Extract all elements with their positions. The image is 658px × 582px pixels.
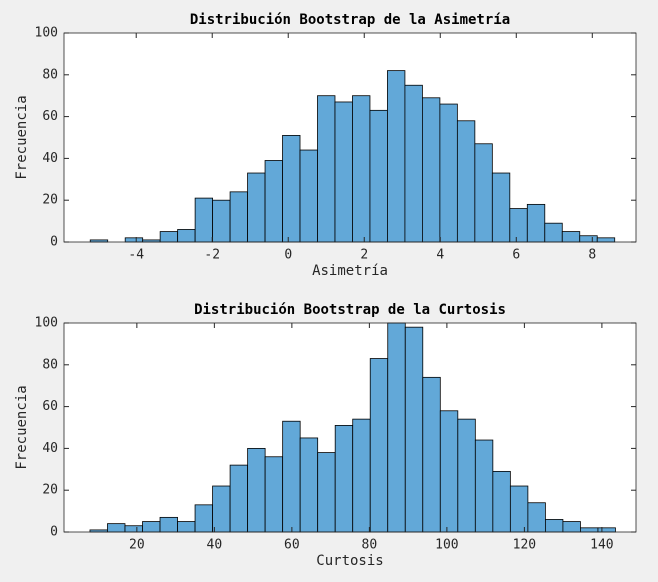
y-axis-label: Frecuencia [14,385,30,469]
bar [387,70,406,243]
x-tick-label: 6 [512,248,520,263]
x-tick-label: -2 [204,248,220,263]
bar [264,160,283,243]
bar [194,504,213,533]
y-tick-label: 100 [35,26,58,41]
x-tick-label: 100 [435,538,458,553]
bar [247,172,266,243]
x-tick-label: 140 [590,538,613,553]
bar [492,470,511,533]
bar [439,103,458,243]
bar [404,84,423,243]
bar [491,172,511,243]
y-tick-label: 100 [35,316,58,331]
y-tick-label: 20 [42,483,58,498]
x-tick-label: 0 [284,248,292,263]
axes-frame [63,322,637,533]
bar [509,208,528,243]
bar [387,322,406,533]
x-axis-label: Asimetría [312,263,388,279]
bar [194,197,214,243]
x-tick-label: 4 [436,248,444,263]
x-tick-label: 8 [588,248,596,263]
bar [159,231,179,243]
bar [317,95,336,243]
y-tick-label: 40 [42,151,58,166]
bar [544,222,563,243]
bar [526,203,546,243]
bar [456,120,476,243]
y-tick-label: 60 [42,109,58,124]
bar [107,523,126,533]
y-tick-label: 40 [42,441,58,456]
bar [404,326,424,533]
bar [474,439,494,533]
bar [334,425,354,533]
bar [352,95,371,243]
bar [579,235,598,243]
bar [562,521,581,533]
bar [229,191,248,243]
bar [142,521,161,533]
bar [422,376,441,533]
bar [527,502,546,533]
x-axis-label: Curtosis [316,553,383,569]
bar [509,485,529,533]
bar [124,525,143,533]
bar [212,199,231,243]
bar [299,149,318,243]
bar [334,101,353,243]
bar [229,464,249,533]
y-tick-label: 80 [42,357,58,372]
bar [369,358,389,533]
y-tick-label: 80 [42,67,58,82]
bar [544,519,564,533]
bar [369,109,388,243]
y-axis-label: Frecuencia [14,95,30,179]
bar [282,420,301,533]
bar [212,485,231,533]
bar [439,410,459,533]
y-tick-label: 0 [50,525,58,540]
bar [177,229,196,243]
bar [282,135,301,243]
y-tick-label: 20 [42,193,58,208]
y-tick-label: 0 [50,235,58,250]
bar [422,97,441,243]
bar [457,418,476,533]
x-tick-label: 20 [129,538,145,553]
bar [317,452,336,533]
y-tick-label: 60 [42,399,58,414]
bar [159,516,178,533]
bar [177,521,196,533]
bar [352,418,371,533]
x-tick-label: 80 [362,538,378,553]
bar [597,527,616,533]
chart-title: Distribución Bootstrap de la Asimetría [190,12,510,28]
bar [561,231,581,243]
bar [580,527,599,533]
x-tick-label: 40 [207,538,223,553]
bar [299,437,319,533]
chart-title: Distribución Bootstrap de la Curtosis [194,302,506,318]
axes-frame [63,32,637,243]
x-tick-label: 2 [360,248,368,263]
bar [264,456,284,533]
bar [474,143,493,243]
bar [124,237,144,243]
x-tick-label: -4 [128,248,144,263]
x-tick-label: 120 [513,538,536,553]
bar [247,447,266,533]
bar [596,237,616,243]
x-tick-label: 60 [284,538,300,553]
